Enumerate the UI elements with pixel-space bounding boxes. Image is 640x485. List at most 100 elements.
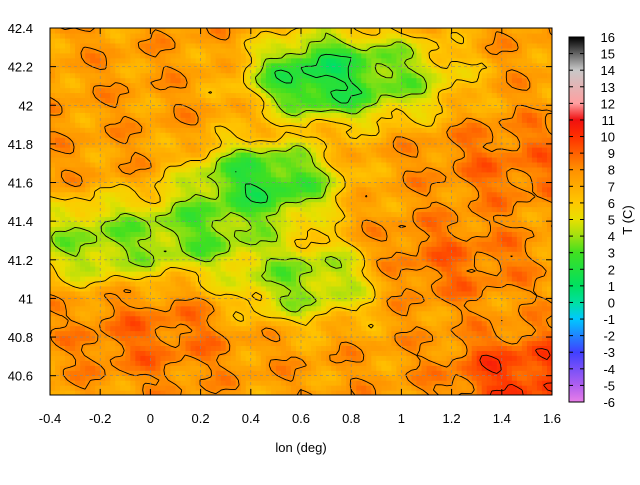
heatmap-cell	[531, 171, 538, 178]
heatmap-cell	[65, 380, 71, 386]
heatmap-cell	[70, 191, 76, 198]
heatmap-cell	[326, 231, 332, 237]
heatmap-cell	[391, 151, 397, 158]
heatmap-cell	[451, 186, 458, 193]
heatmap-cell	[175, 231, 182, 237]
heatmap-cell	[195, 370, 202, 376]
heatmap-cell	[105, 186, 111, 193]
heatmap-cell	[55, 300, 61, 307]
heatmap-cell	[441, 181, 448, 188]
heatmap-cell	[401, 305, 408, 312]
heatmap-cell	[210, 186, 217, 193]
heatmap-cell	[426, 360, 433, 366]
heatmap-cell	[255, 211, 262, 218]
heatmap-cell	[511, 156, 518, 163]
heatmap-cell	[421, 350, 428, 356]
heatmap-cell	[526, 176, 533, 183]
heatmap-cell	[65, 330, 71, 337]
heatmap-cell	[316, 216, 322, 223]
heatmap-cell	[511, 261, 518, 267]
heatmap-cell	[391, 161, 397, 168]
heatmap-cell	[115, 300, 121, 307]
heatmap-cell	[546, 300, 552, 307]
heatmap-cell	[306, 161, 312, 168]
heatmap-cell	[245, 196, 252, 203]
heatmap-cell	[466, 330, 473, 337]
heatmap-cell	[190, 176, 197, 183]
heatmap-cell	[175, 370, 182, 376]
heatmap-cell	[165, 241, 172, 247]
heatmap-cell	[391, 300, 397, 307]
heatmap-cell	[361, 201, 367, 208]
heatmap-cell	[85, 275, 91, 282]
heatmap-cell	[195, 191, 202, 198]
heatmap-cell	[65, 161, 71, 168]
heatmap-cell	[60, 226, 66, 232]
heatmap-cell	[270, 360, 277, 366]
heatmap-cell	[546, 275, 552, 282]
heatmap-cell	[356, 290, 362, 297]
heatmap-cell	[526, 370, 533, 376]
heatmap-cell	[175, 275, 182, 282]
heatmap-cell	[511, 370, 518, 376]
heatmap-cell	[195, 365, 202, 371]
heatmap-cell	[70, 256, 76, 262]
heatmap-cell	[155, 320, 162, 327]
heatmap-cell	[426, 266, 433, 272]
heatmap-cell	[130, 305, 136, 312]
heatmap-cell	[260, 186, 267, 193]
heatmap-cell	[516, 147, 523, 153]
heatmap-cell	[165, 156, 172, 163]
heatmap-cell	[70, 340, 76, 347]
heatmap-cell	[416, 147, 423, 153]
heatmap-cell	[346, 196, 352, 203]
heatmap-cell	[441, 285, 448, 292]
heatmap-cell	[316, 365, 322, 371]
heatmap-cell	[95, 390, 101, 395]
heatmap-cell	[155, 171, 162, 178]
heatmap-cell	[85, 147, 91, 153]
heatmap-cell	[50, 310, 56, 317]
heatmap-cell	[250, 271, 257, 277]
heatmap-cell	[195, 310, 202, 317]
heatmap-cell	[416, 315, 423, 322]
heatmap-cell	[80, 211, 86, 218]
heatmap-cell	[75, 365, 81, 371]
heatmap-cell	[396, 211, 402, 218]
heatmap-cell	[546, 390, 552, 395]
heatmap-cell	[50, 211, 56, 218]
heatmap-cell	[521, 231, 528, 237]
heatmap-cell	[366, 171, 372, 178]
heatmap-cell	[115, 335, 121, 342]
heatmap-cell	[456, 166, 463, 173]
heatmap-cell	[265, 211, 272, 218]
heatmap-cell	[225, 285, 232, 292]
heatmap-cell	[160, 295, 167, 302]
heatmap-cell	[356, 176, 362, 183]
heatmap-cell	[361, 261, 367, 267]
heatmap-cell	[160, 211, 167, 218]
heatmap-cell	[416, 231, 423, 237]
heatmap-cell	[95, 211, 101, 218]
heatmap-cell	[386, 370, 392, 376]
heatmap-cell	[145, 176, 151, 183]
heatmap-cell	[351, 285, 357, 292]
heatmap-cell	[396, 226, 402, 232]
heatmap-cell	[306, 340, 312, 347]
heatmap-cell	[321, 256, 327, 262]
heatmap-cell	[471, 156, 478, 163]
heatmap-cell	[391, 310, 397, 317]
heatmap-cell	[225, 295, 232, 302]
heatmap-cell	[100, 290, 106, 297]
heatmap-cell	[80, 271, 86, 277]
heatmap-cell	[235, 370, 242, 376]
heatmap-cell	[255, 201, 262, 208]
heatmap-cell	[506, 161, 513, 168]
heatmap-cell	[381, 246, 387, 252]
heatmap-cell	[260, 285, 267, 292]
heatmap-cell	[75, 166, 81, 173]
heatmap-cell	[451, 305, 458, 312]
heatmap-cell	[80, 330, 86, 337]
heatmap-cell	[235, 201, 242, 208]
heatmap-cell	[150, 206, 157, 213]
